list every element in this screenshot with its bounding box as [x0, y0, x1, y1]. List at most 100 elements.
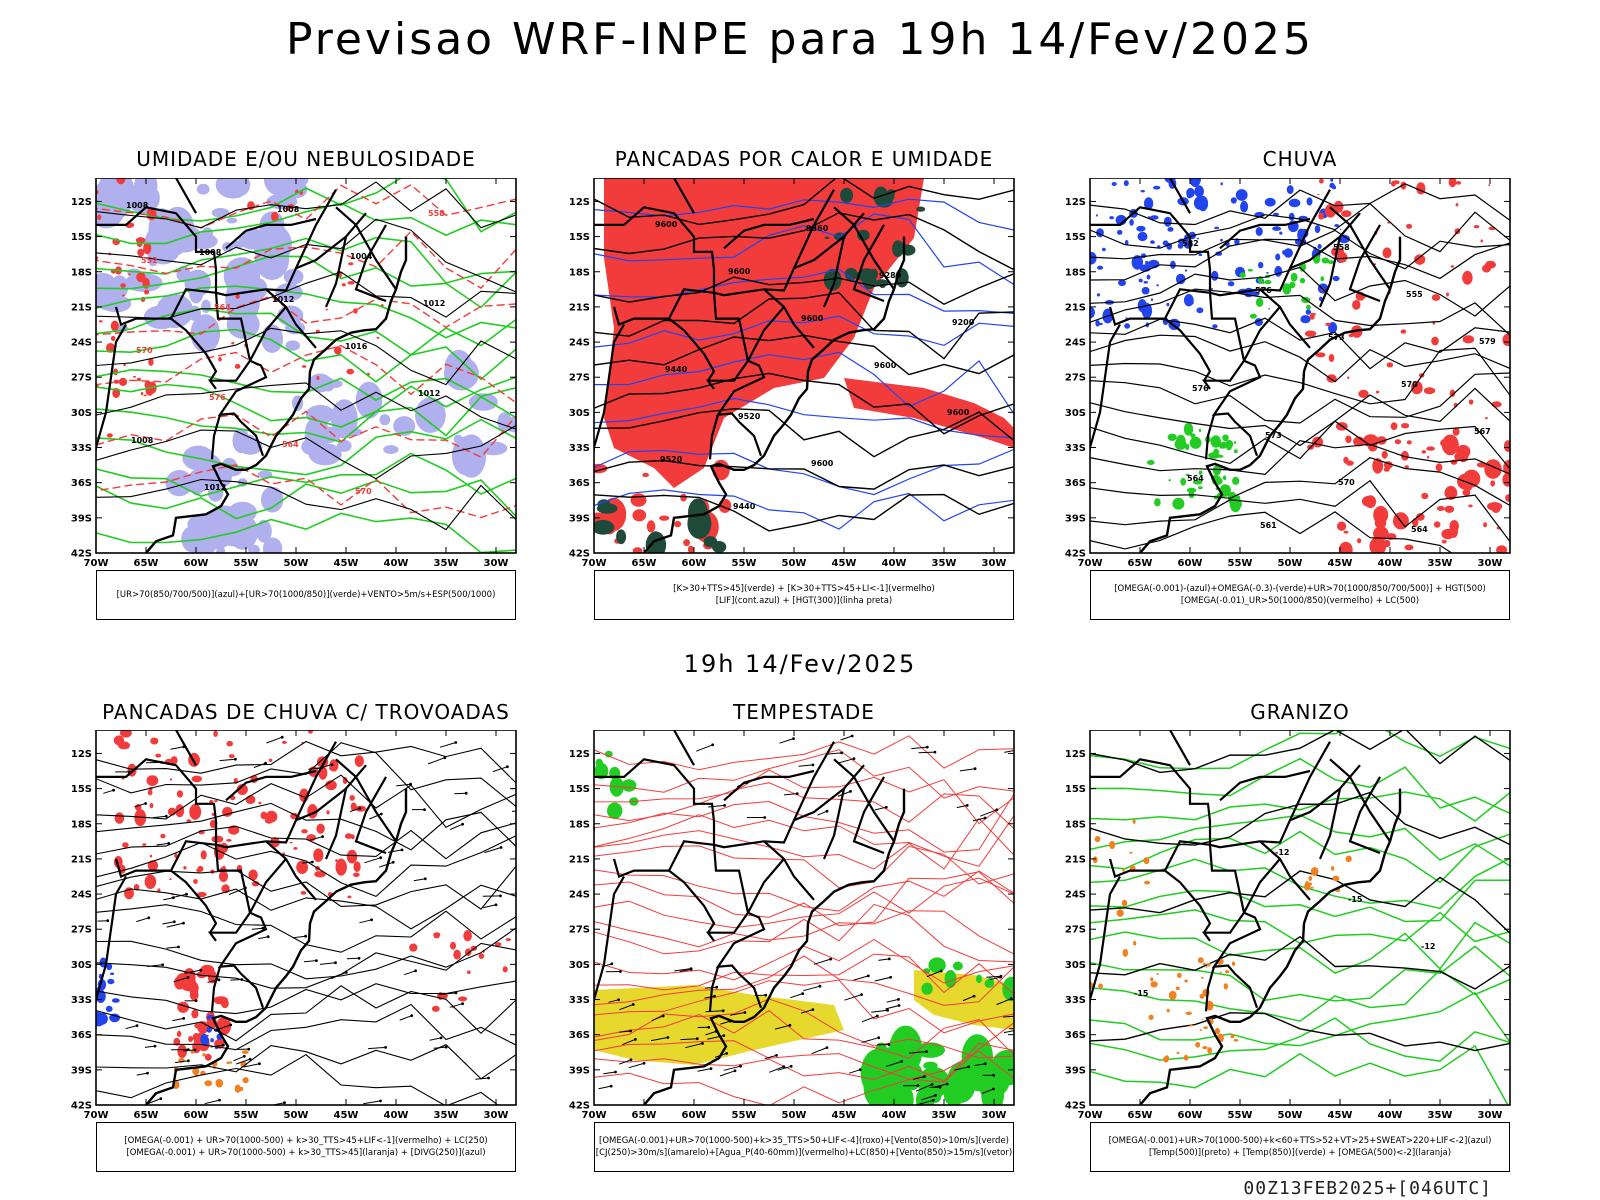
lat-tick-label: 27S [71, 925, 92, 936]
contour-label: 1012 [204, 483, 226, 492]
lat-tick-label: 12S [71, 197, 92, 208]
lon-tick-label: 70W [582, 1110, 607, 1121]
lon-tick-label: 35W [932, 558, 957, 569]
lat-tick-label: 42S [1065, 549, 1086, 560]
lat-tick-label: 42S [71, 549, 92, 560]
lon-tick-label: 55W [732, 558, 757, 569]
lat-tick-label: 39S [71, 1065, 92, 1076]
lon-tick-label: 30W [484, 558, 509, 569]
lat-tick-label: 12S [71, 749, 92, 760]
lat-tick-label: 27S [71, 373, 92, 384]
lon-tick-label: 60W [1178, 1110, 1203, 1121]
contour-label: 564 [1187, 474, 1204, 483]
lat-tick-label: 12S [569, 749, 590, 760]
contour-label: 9360 [806, 224, 829, 233]
model-run-label: 00Z13FEB2025+[046UTC] [1243, 1178, 1492, 1199]
panel-title-umidade: UMIDADE E/OU NEBULOSIDADE [136, 147, 476, 171]
lat-tick-label: 21S [71, 302, 92, 313]
lat-tick-label: 18S [1065, 819, 1086, 830]
lat-tick-label: 33S [71, 995, 92, 1006]
map-granizo: -12 -15 -12 -15 12S 15S 18S 21S 24S 27S 30S 33S 36S 3… [1065, 730, 1511, 1121]
lat-tick-label: 24S [71, 890, 92, 901]
contour-label: 9600 [728, 267, 751, 276]
lat-tick-label: 30S [569, 408, 590, 419]
contour-label: 1012 [418, 389, 440, 398]
panel-title-tempestade: TEMPESTADE [733, 700, 875, 724]
lon-tick-label: 55W [234, 1110, 259, 1121]
contour-label: 570 [1338, 478, 1355, 487]
lon-tick-label: 45W [1328, 1110, 1353, 1121]
lat-tick-label: 36S [71, 1030, 92, 1041]
lat-tick-label: 42S [71, 1101, 92, 1112]
lon-tick-label: 60W [682, 558, 707, 569]
lat-tick-label: 36S [569, 478, 590, 489]
legend-line: [K>30+TTS>45](verde) + [K>30+TTS>45+LI<-… [673, 584, 935, 594]
lat-tick-label: 21S [569, 854, 590, 865]
lat-tick-label: 33S [1065, 443, 1086, 454]
contour-label: 582 [1182, 239, 1199, 248]
contour-label: 576 [209, 393, 226, 402]
lat-tick-label: 30S [1065, 408, 1086, 419]
lat-tick-label: 33S [569, 443, 590, 454]
lon-tick-label: 30W [1478, 558, 1503, 569]
lat-tick-label: 21S [1065, 854, 1086, 865]
lon-tick-label: 35W [1428, 1110, 1453, 1121]
lat-tick-label: 36S [1065, 1030, 1086, 1041]
lon-tick-label: 50W [782, 1110, 807, 1121]
lon-tick-label: 65W [632, 558, 657, 569]
contour-label: 573 [1328, 333, 1345, 342]
legend-line: [OMEGA(-0.001)+UR>70(1000-500)+k<60+TTS>… [1108, 1136, 1492, 1146]
contour-label: 564 [214, 303, 231, 312]
contour-label: 1012 [423, 299, 445, 308]
contour-label: 564 [282, 440, 299, 449]
lat-tick-label: 21S [1065, 302, 1086, 313]
lon-tick-label: 45W [832, 558, 857, 569]
lon-tick-label: 35W [932, 1110, 957, 1121]
valid-time-title: 19h 14/Fev/2025 [683, 650, 917, 678]
lat-tick-label: 24S [1065, 338, 1086, 349]
lat-tick-label: 39S [71, 513, 92, 524]
lon-tick-label: 65W [134, 1110, 159, 1121]
lat-tick-label: 18S [569, 819, 590, 830]
lon-tick-label: 40W [1378, 558, 1403, 569]
lon-tick-label: 60W [682, 1110, 707, 1121]
legend-line: [Temp(500)](preto) + [Temp(850)](verde) … [1148, 1148, 1452, 1158]
lon-tick-label: 40W [384, 1110, 409, 1121]
main-title: Previsao WRF-INPE para 19h 14/Fev/2025 [286, 14, 1314, 65]
lon-tick-label: 50W [284, 558, 309, 569]
contour-label: 579 [1479, 337, 1496, 346]
lat-tick-label: 42S [569, 1101, 590, 1112]
lat-tick-label: 33S [1065, 995, 1086, 1006]
contour-label: 552 [141, 256, 158, 265]
lat-tick-label: 24S [569, 338, 590, 349]
lon-tick-label: 45W [334, 558, 359, 569]
lon-tick-label: 35W [434, 558, 459, 569]
lon-tick-label: 60W [1178, 558, 1203, 569]
lon-tick-label: 60W [184, 558, 209, 569]
contour-label: 9600 [874, 361, 897, 370]
legend-line: [OMEGA(-0.001) + UR>70(1000-500) + k>30_… [124, 1136, 488, 1146]
lat-tick-label: 27S [569, 925, 590, 936]
contour-label: 558 [428, 209, 445, 218]
lon-tick-label: 65W [632, 1110, 657, 1121]
lon-tick-label: 30W [1478, 1110, 1503, 1121]
lat-tick-label: 33S [71, 443, 92, 454]
lon-tick-label: 70W [582, 558, 607, 569]
legend-line: [OMEGA(-0.01)_UR>50(1000/850)(vermelho) … [1180, 596, 1420, 606]
lat-tick-label: 36S [1065, 478, 1086, 489]
legend-tempestade: [OMEGA(-0.001)+UR>70(1000-500)+k>35_TTS>… [594, 1122, 1014, 1172]
lat-tick-label: 27S [1065, 373, 1086, 384]
lat-tick-label: 15S [1065, 232, 1086, 243]
contour-label: 9280 [879, 271, 902, 280]
lat-tick-label: 15S [1065, 784, 1086, 795]
panel-title-granizo: GRANIZO [1250, 700, 1350, 724]
contour-label: -15 [1134, 989, 1149, 998]
legend-line: [CJ(250)>30m/s](amarelo)+[Agua_P(40-60mm… [595, 1148, 1013, 1158]
contour-label: 1008 [277, 205, 300, 214]
lat-tick-label: 39S [569, 513, 590, 524]
lat-tick-label: 42S [569, 549, 590, 560]
lon-tick-label: 45W [334, 1110, 359, 1121]
lat-tick-label: 39S [569, 1065, 590, 1076]
contour-label: 9600 [947, 408, 970, 417]
lon-tick-label: 70W [84, 1110, 109, 1121]
